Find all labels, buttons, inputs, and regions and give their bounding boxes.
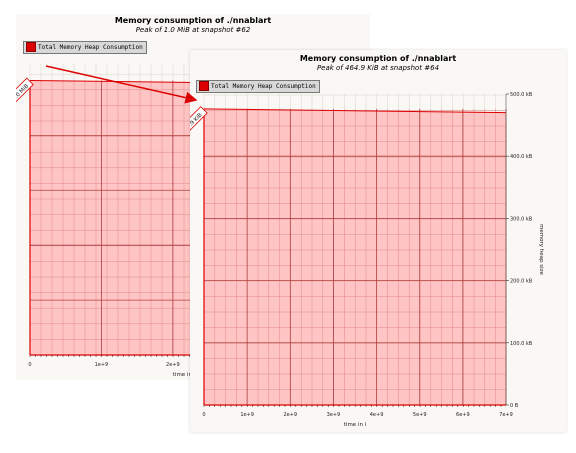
x-tick-label: 1e+9	[95, 362, 109, 368]
peak-label-box	[190, 106, 208, 140]
back-chart-subtitle: Peak of 1.0 MiB at snapshot #62	[135, 26, 251, 34]
series-line	[203, 108, 507, 114]
y-axis-label: memory heap size	[538, 224, 544, 275]
y-tick-label: 500.0 kB	[510, 92, 533, 98]
x-tick-label: 5e+9	[413, 412, 427, 418]
front-chart-title: Memory consumption of ./nnablart	[299, 54, 457, 63]
x-tick-label: 7e+9	[499, 412, 513, 418]
x-tick-label: 0	[28, 362, 31, 368]
front-chart-plot: 0 1e+9 2e+9 3e+9 4e+9 5e+9 6e+9 7e+9 time in i 0 …	[190, 92, 544, 428]
x-tick-label: 2e+9	[166, 362, 180, 368]
x-axis-label: time in i	[173, 372, 196, 378]
arrow-line	[45, 65, 198, 104]
legend-swatch-icon	[199, 80, 209, 91]
y-tick-label: 200.0 kB	[510, 279, 533, 285]
x-tick-label: 1e+9	[240, 412, 254, 418]
front-chart-window: Memory consumption of ./nnablart Peak of…	[190, 50, 566, 432]
front-legend-label: Total Memory Heap Consumption	[211, 83, 316, 90]
y-tick-label: 400.0 kB	[510, 154, 533, 160]
x-axis-label: time in i	[344, 422, 367, 428]
y-tick-label: 0 B	[510, 403, 519, 409]
x-tick-label: 3e+9	[327, 412, 341, 418]
peak-label-box	[16, 77, 34, 106]
legend-swatch-icon	[26, 41, 36, 52]
y-tick-label: 100.0 kB	[510, 341, 533, 347]
back-legend-label: Total Memory Heap Consumption	[38, 44, 143, 51]
x-tick-label: 6e+9	[456, 412, 470, 418]
back-legend[interactable]: Total Memory Heap Consumption	[23, 41, 147, 54]
y-tick-label: 300.0 kB	[510, 216, 533, 222]
x-tick-label: 0	[202, 412, 205, 418]
x-tick-label: 2e+9	[283, 412, 297, 418]
x-tick-label: 4e+9	[370, 412, 384, 418]
back-chart-title: Memory consumption of ./nnablart	[114, 16, 272, 25]
front-legend[interactable]: Total Memory Heap Consumption	[196, 80, 320, 93]
front-chart-subtitle: Peak of 464.9 KiB at snapshot #64	[316, 64, 440, 72]
